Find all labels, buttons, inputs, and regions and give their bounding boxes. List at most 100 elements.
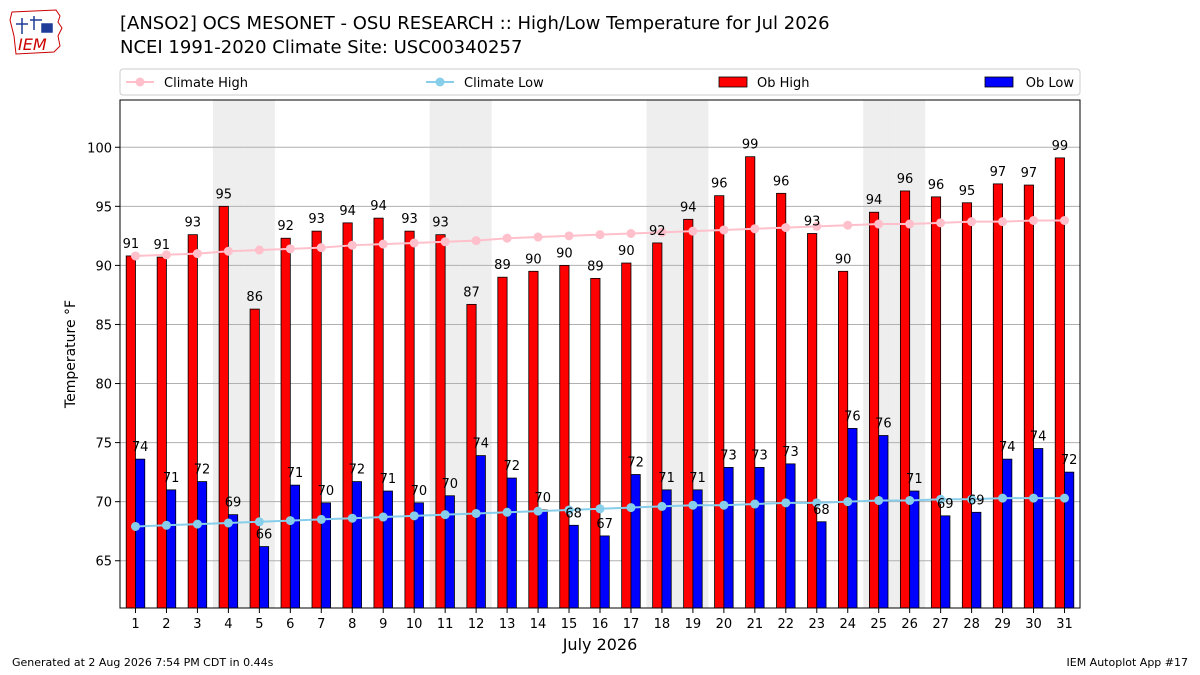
climate-high-point: [626, 228, 636, 238]
climate-low-point: [1029, 493, 1039, 503]
climate-high-point: [781, 223, 791, 233]
x-tick-label: 16: [592, 617, 609, 632]
ob-high-label: 92: [277, 219, 294, 234]
climate-high-point: [657, 227, 667, 237]
ob-low-label: 70: [411, 484, 428, 499]
ob-low-label: 71: [658, 471, 675, 486]
legend-box: [119, 68, 1081, 96]
climate-low-point: [905, 495, 915, 505]
ob-low-bar: [909, 490, 920, 609]
ob-high-label: 90: [835, 252, 852, 267]
x-tick-label: 18: [654, 617, 671, 632]
ob-low-bar: [351, 481, 362, 609]
ob-high-bar: [497, 276, 508, 609]
climate-low-point: [657, 501, 667, 511]
climate-high-point: [409, 238, 419, 248]
climate-low-point: [533, 506, 543, 516]
ob-high-label: 96: [928, 178, 945, 193]
ob-high-bar: [528, 270, 539, 609]
ob-low-bar: [754, 467, 765, 609]
ob-high-bar: [590, 277, 601, 609]
y-tick-label: 80: [95, 378, 112, 393]
ob-high-label: 87: [463, 285, 480, 300]
ob-high-label: 96: [897, 172, 914, 187]
ob-low-label: 73: [720, 448, 737, 463]
ob-low-label: 71: [163, 471, 180, 486]
climate-high-point: [316, 243, 326, 253]
generated-timestamp: Generated at 2 Aug 2026 7:54 PM CDT in 0…: [12, 656, 274, 669]
x-tick-label: 7: [317, 617, 325, 632]
ob-low-label: 76: [875, 417, 892, 432]
ob-high-bar: [992, 183, 1003, 609]
ob-low-label: 74: [132, 440, 149, 455]
climate-high-point: [502, 233, 512, 243]
y-tick-label: 85: [95, 318, 112, 333]
ob-high-bar: [930, 196, 942, 609]
ob-low-bar: [568, 524, 579, 609]
climate-high-point: [719, 225, 729, 235]
climate-low-point: [564, 505, 574, 515]
ob-low-label: 74: [1030, 430, 1047, 445]
legend-climate-low-marker: [435, 77, 445, 87]
x-tick-label: 17: [623, 617, 640, 632]
ob-low-label: 71: [287, 466, 304, 481]
x-tick-label: 31: [1056, 617, 1073, 632]
ob-high-bar: [218, 205, 229, 609]
x-tick-label: 20: [716, 617, 733, 632]
ob-low-label: 71: [906, 472, 923, 487]
y-tick-label: 90: [95, 259, 112, 274]
ob-high-bar: [1054, 157, 1065, 609]
ob-high-label: 93: [804, 214, 821, 229]
ob-low-bar: [289, 484, 301, 609]
y-tick-label: 75: [95, 437, 112, 452]
x-tick-label: 25: [870, 617, 887, 632]
y-tick-label: 95: [95, 200, 112, 215]
ob-low-bar: [878, 435, 889, 609]
climate-low-point: [316, 514, 326, 524]
legend-climate-high-marker: [135, 77, 145, 87]
ob-high-bar: [249, 308, 260, 609]
ob-low-bar: [258, 546, 270, 609]
ob-high-bar: [156, 256, 167, 609]
legend-ob-high-swatch: [718, 76, 748, 88]
ob-low-label: 70: [318, 484, 335, 499]
ob-high-label: 95: [215, 187, 232, 202]
ob-high-bar: [714, 195, 725, 609]
climate-high-point: [998, 217, 1008, 227]
legend-ob-high-label: Ob High: [757, 76, 810, 91]
climate-low-point: [595, 504, 605, 514]
ob-high-bar: [899, 190, 911, 609]
climate-low-point: [471, 508, 481, 518]
climate-high-point: [688, 226, 698, 236]
climate-high-point: [843, 220, 853, 230]
ob-low-bar: [785, 463, 796, 609]
ob-high-bar: [621, 262, 632, 609]
ob-high-label: 86: [246, 290, 263, 305]
x-axis-label: July 2026: [562, 635, 638, 654]
ob-low-bar: [723, 467, 734, 609]
legend-ob-low-swatch: [984, 76, 1014, 88]
ob-high-bar: [961, 202, 973, 609]
ob-low-bar: [1002, 458, 1013, 609]
climate-high-point: [130, 251, 140, 261]
ob-high-bar: [776, 192, 787, 609]
climate-low-point: [936, 494, 946, 504]
x-tick-label: 5: [255, 617, 263, 632]
ob-low-label: 74: [999, 440, 1016, 455]
ob-low-label: 70: [442, 477, 459, 492]
ob-high-bar: [311, 230, 322, 609]
plot-frame: [119, 99, 1081, 609]
ob-high-bar: [559, 264, 570, 609]
climate-low-point: [347, 513, 357, 523]
ob-low-label: 72: [349, 463, 366, 478]
climate-high-point: [254, 245, 264, 255]
legend-ob-low-label: Ob Low: [1026, 76, 1075, 91]
climate-low-point: [378, 512, 388, 522]
ob-high-bar: [373, 217, 384, 609]
ob-low-bar: [506, 477, 517, 609]
ob-high-bar: [187, 234, 198, 609]
climate-low-point: [502, 507, 512, 517]
ob-low-bar: [847, 428, 858, 609]
chart-subtitle: NCEI 1991-2020 Climate Site: USC00340257: [120, 37, 523, 58]
climate-low-point: [1060, 493, 1070, 503]
